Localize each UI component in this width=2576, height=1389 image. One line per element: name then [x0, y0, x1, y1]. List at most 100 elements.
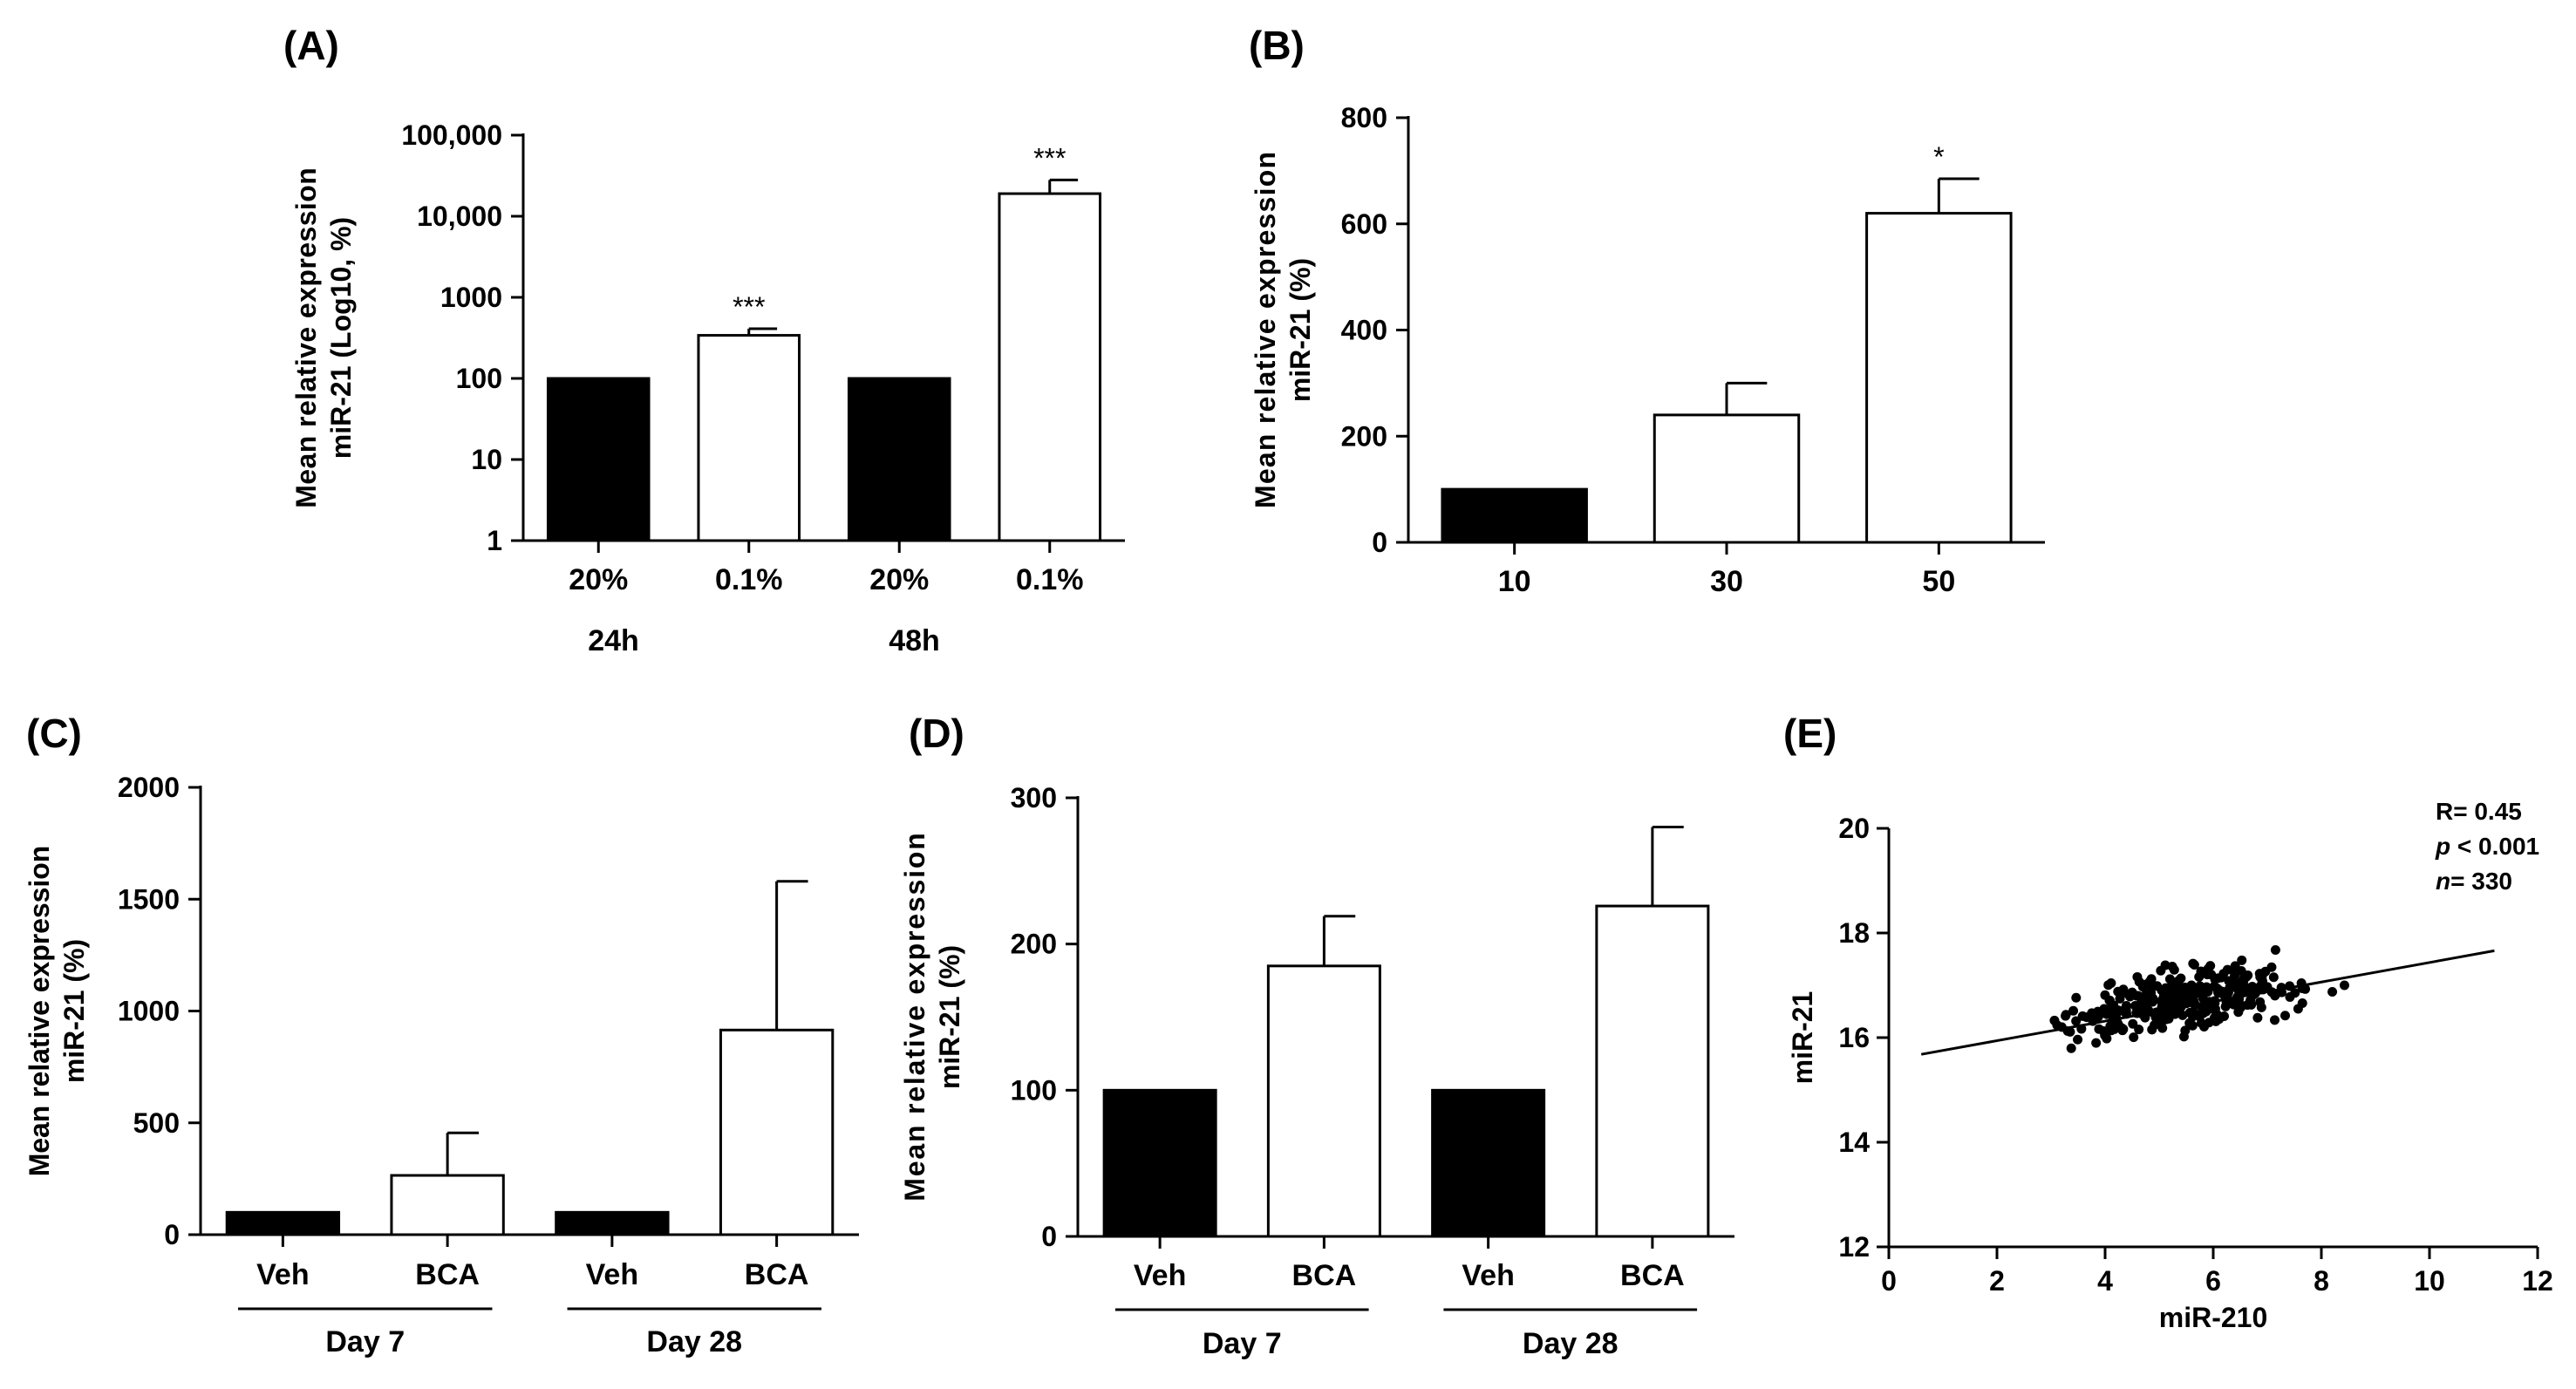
bar: [697, 334, 801, 542]
scatter-point: [2102, 1009, 2112, 1019]
scatter-point: [2071, 992, 2082, 1003]
x-tick-label: BCA: [415, 1258, 480, 1291]
bar: [546, 377, 651, 542]
scatter-point: [2270, 991, 2280, 1001]
scatter-point: [2180, 985, 2191, 996]
scatter-point: [2229, 965, 2239, 976]
x-tick-label: 12: [2522, 1265, 2553, 1297]
y-tick-label: 18: [1838, 917, 1870, 949]
scatter-point: [2339, 980, 2349, 991]
x-tick-label: 8: [2314, 1265, 2329, 1297]
scatter-point: [2270, 1015, 2280, 1025]
bar: [1441, 487, 1588, 544]
y-tick-label: 300: [1011, 782, 1057, 814]
x-tick-label: Veh: [586, 1258, 638, 1291]
stat-line: n= 330: [2436, 868, 2512, 895]
scatter-point: [2220, 989, 2231, 999]
scatter-point: [2184, 1018, 2195, 1029]
x-tick-label: 20%: [869, 563, 929, 596]
y-axis-label-line: miR-21 (Log10, %): [325, 217, 357, 459]
y-axis-label-line: miR-21 (%): [1285, 258, 1316, 402]
x-tick-label: 0.1%: [1016, 563, 1084, 596]
scatter-point: [2203, 1004, 2213, 1014]
scatter-point: [2256, 1002, 2266, 1012]
scatter-point: [2219, 1011, 2230, 1022]
y-tick-label: 600: [1341, 208, 1387, 240]
panel-label: (A): [283, 23, 339, 68]
scatter-point: [2130, 1000, 2141, 1011]
y-tick-label: 1500: [118, 883, 180, 915]
stat-line: p < 0.001: [2435, 833, 2539, 860]
panel-c: (C) 0 500 1000 1500 2000 Mean relative express…: [24, 711, 859, 1358]
stat-value: = 330: [2450, 868, 2512, 895]
regression-line: [1920, 949, 2495, 1056]
x-tick-label: 2: [1989, 1265, 2005, 1297]
y-axis-label-line: Mean relative expression: [899, 833, 930, 1202]
scatter-point: [2293, 1004, 2303, 1014]
scatter-point: [2052, 1020, 2062, 1031]
scatter-point: [2157, 1017, 2167, 1027]
scatter-point: [2071, 1016, 2082, 1026]
scatter-point: [2200, 986, 2211, 997]
scatter-point: [2245, 995, 2256, 1005]
panel-label: (C): [26, 711, 82, 756]
group-label: Day 28: [1523, 1327, 1619, 1360]
scatter-point: [2066, 1043, 2076, 1053]
bar: [390, 1174, 505, 1236]
scatter-point: [2118, 984, 2129, 995]
scatter-point: [2327, 986, 2338, 997]
scatter-point: [2180, 1025, 2191, 1036]
scatter-point: [2129, 1032, 2139, 1043]
panel-label: (E): [1783, 711, 1837, 756]
scatter-point: [2132, 971, 2143, 982]
bar: [1102, 1088, 1217, 1238]
scatter-point: [2167, 961, 2177, 971]
y-axis-label-line: miR-21 (%): [934, 945, 965, 1089]
significance-mark: ***: [733, 291, 765, 323]
panel-b: (B) 0 200 400 600 800 Mean relative expression…: [1249, 23, 2045, 598]
x-tick-label: BCA: [1620, 1259, 1685, 1292]
bar: [998, 192, 1102, 542]
scatter-point: [2196, 1018, 2206, 1028]
y-tick-label: 1: [487, 525, 502, 556]
scatter-point: [2189, 960, 2199, 970]
scatter-point: [2210, 1004, 2220, 1015]
y-tick-label: 100,000: [401, 119, 502, 151]
x-tick-label: Veh: [1134, 1259, 1186, 1292]
scatter-point: [2270, 944, 2280, 955]
scatter-point: [2268, 972, 2279, 983]
bar: [1595, 904, 1710, 1238]
y-tick-label: 800: [1341, 102, 1387, 133]
x-tick-label: 10: [2414, 1265, 2445, 1297]
bar: [719, 1028, 835, 1236]
scatter-point: [2237, 955, 2247, 965]
y-tick-label: 1000: [118, 996, 180, 1027]
scatter-point: [2134, 991, 2144, 1002]
y-tick-label: 0: [164, 1219, 180, 1250]
y-tick-label: 10: [471, 444, 502, 475]
y-tick-label: 500: [133, 1107, 180, 1139]
scatter-point: [2209, 1012, 2219, 1023]
significance-mark: *: [1933, 141, 1944, 173]
scatter-point: [2116, 1023, 2127, 1033]
scatter-point: [2144, 977, 2155, 987]
panel-d: (D) 0 100 200 300 Mean relative expressionmiR…: [899, 711, 1734, 1360]
y-tick-label: 1000: [440, 282, 502, 313]
significance-mark: ***: [1033, 142, 1066, 174]
x-tick-label: 10: [1498, 565, 1531, 598]
x-tick-label: BCA: [745, 1258, 809, 1291]
y-tick-label: 100: [456, 363, 502, 394]
scatter-point: [2280, 1011, 2291, 1021]
x-axis-label: miR-210: [2159, 1302, 2268, 1333]
y-tick-label: 200: [1341, 420, 1387, 452]
panel-label: (D): [909, 711, 964, 756]
y-axis-label-text: miR-21: [1787, 991, 1818, 1085]
scatter-point: [2243, 983, 2253, 993]
scatter-point: [2109, 1000, 2119, 1011]
bar: [1865, 212, 2013, 544]
y-tick-label: 14: [1838, 1127, 1870, 1158]
y-axis-label-line: Mean relative expression: [24, 846, 55, 1177]
x-tick-label: 4: [2097, 1265, 2113, 1297]
